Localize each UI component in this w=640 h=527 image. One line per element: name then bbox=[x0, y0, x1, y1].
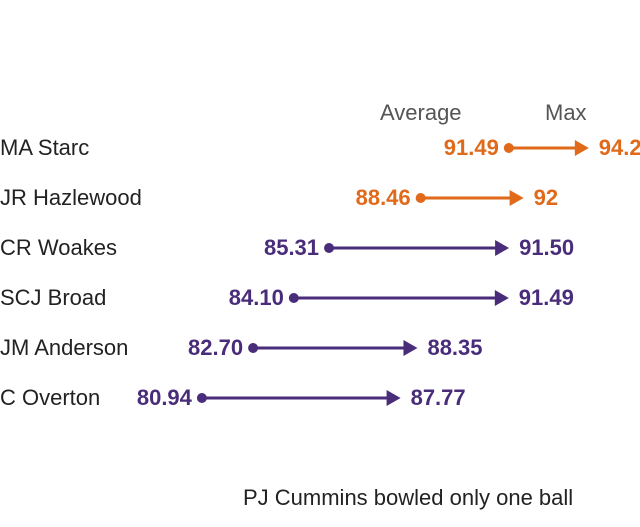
player-name: MA Starc bbox=[0, 135, 89, 161]
avg-value: 85.31 bbox=[264, 235, 319, 261]
range-arrow bbox=[416, 190, 524, 206]
player-name: JM Anderson bbox=[0, 335, 128, 361]
avg-value: 82.70 bbox=[188, 335, 243, 361]
max-value: 91.49 bbox=[519, 285, 574, 311]
max-value: 94.24 bbox=[599, 135, 640, 161]
max-value: 91.50 bbox=[519, 235, 574, 261]
max-value: 87.77 bbox=[411, 385, 466, 411]
player-name: CR Woakes bbox=[0, 235, 117, 261]
range-arrow bbox=[324, 240, 509, 256]
avg-value: 84.10 bbox=[229, 285, 284, 311]
avg-value: 80.94 bbox=[137, 385, 192, 411]
range-arrow bbox=[289, 290, 509, 306]
max-value: 88.35 bbox=[427, 335, 482, 361]
player-name: C Overton bbox=[0, 385, 100, 411]
range-arrow bbox=[197, 390, 401, 406]
bowling-speed-chart: Average Max MA Starc91.4994.24JR Hazlewo… bbox=[0, 0, 640, 527]
avg-value: 88.46 bbox=[356, 185, 411, 211]
arrow-layer bbox=[0, 0, 640, 527]
max-value: 92 bbox=[534, 185, 558, 211]
range-arrow bbox=[248, 340, 417, 356]
range-arrow bbox=[504, 140, 589, 156]
player-name: JR Hazlewood bbox=[0, 185, 142, 211]
avg-value: 91.49 bbox=[444, 135, 499, 161]
player-name: SCJ Broad bbox=[0, 285, 106, 311]
footnote: PJ Cummins bowled only one ball bbox=[243, 485, 573, 511]
